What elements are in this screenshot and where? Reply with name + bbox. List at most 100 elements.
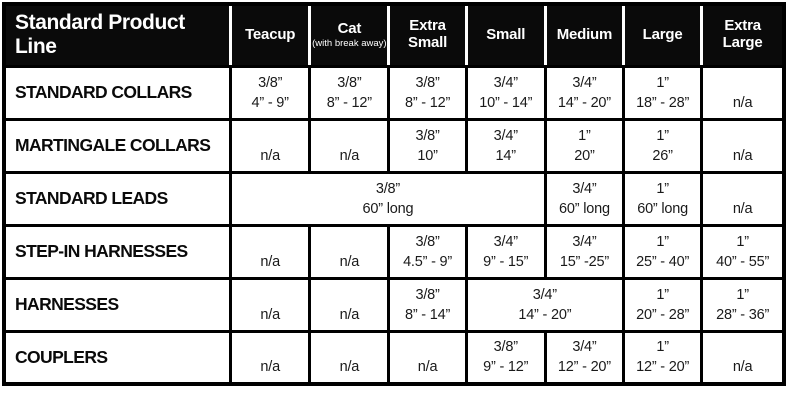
cell-size-range: 8” - 12” (404, 94, 451, 111)
cell-size-range: n/a (260, 306, 280, 323)
cell-size-range: 14” - 20” (518, 306, 572, 323)
cell-width: 3/8” (375, 180, 401, 197)
cell-width: 3/4” (572, 339, 597, 356)
cell-size-range: n/a (260, 147, 280, 164)
cell-standard-collars-large: 1” 18” - 28” (622, 64, 704, 121)
cell-harnesses-small-medium: 3/4” 14” - 20” (464, 276, 626, 333)
cell-size-range: 28” - 36” (716, 306, 770, 323)
cell-martingale-collars-extra-small: 3/8” 10” (387, 117, 468, 174)
cell-couplers-cat: n/a (308, 329, 391, 386)
cell-size-range: n/a (339, 253, 360, 270)
table-row-step-in-harnesses: STEP-IN HARNESSES n/a n/a 3/8” 4.5” - 9”… (2, 223, 786, 280)
cell-width: 3/4” (532, 286, 557, 303)
cell-width (313, 337, 386, 357)
cell-width: 1” (656, 127, 669, 144)
cell-size-range: 60” long (362, 200, 414, 217)
cell-step-in-harnesses-teacup: n/a (229, 223, 312, 280)
cell-size-range: 20” (574, 147, 595, 164)
cell-width: 1” (656, 74, 669, 91)
cell-width: 1” (656, 233, 669, 250)
cell-size-range: 60” long (637, 200, 689, 217)
table-row-martingale-collars: MARTINGALE COLLARS n/a n/a 3/8” 10” 3/4”… (2, 117, 786, 174)
cell-size-range: 12” - 20” (636, 359, 690, 376)
cell-standard-leads-extra-large: n/a (700, 170, 786, 227)
cell-harnesses-cat: n/a (308, 276, 391, 333)
cell-martingale-collars-medium: 1” 20” (543, 117, 626, 174)
cell-martingale-collars-small: 3/4” 14” (464, 117, 547, 174)
cell-width: 1” (656, 286, 669, 303)
header-row: Standard Product Line Teacup Cat (with b… (2, 2, 786, 68)
column-header-extra-large: Extra Large (700, 2, 786, 68)
cell-harnesses-extra-small: 3/8” 8” - 14” (387, 276, 468, 333)
column-header-label: Extra Small (408, 17, 448, 52)
cell-size-range: 10” - 14” (479, 94, 533, 111)
cell-size-range: 15” -25” (559, 253, 609, 270)
table-row-couplers: COUPLERS n/a n/a n/a 3/8” 9” - 12” 3/4” … (2, 329, 786, 386)
cell-couplers-small: 3/8” 9” - 12” (464, 329, 547, 386)
cell-standard-collars-extra-small: 3/8” 8” - 12” (387, 64, 468, 121)
cell-size-range: 25” - 40” (636, 253, 690, 270)
cell-width: 1” (736, 286, 749, 303)
cell-width: 3/8” (337, 74, 362, 91)
cell-width: 3/4” (572, 74, 597, 91)
cell-size-range: n/a (339, 359, 360, 376)
cell-width: 3/4” (572, 233, 597, 250)
cell-width (234, 337, 307, 357)
column-header-extra-small: Extra Small (387, 2, 468, 68)
cell-size-range: 4.5” - 9” (403, 253, 453, 270)
cell-martingale-collars-large: 1” 26” (622, 117, 704, 174)
cell-width: 3/8” (415, 286, 440, 303)
cell-size-range: n/a (260, 253, 280, 270)
row-label-martingale-collars: MARTINGALE COLLARS (2, 117, 233, 174)
cell-size-range: 4” - 9” (251, 94, 289, 111)
cell-size-range: 18” - 28” (636, 94, 690, 111)
cell-width (313, 232, 386, 252)
cell-width: 3/8” (493, 339, 518, 356)
cell-harnesses-extra-large: 1” 28” - 36” (700, 276, 786, 333)
cell-width: 1” (656, 180, 669, 197)
cell-standard-collars-small: 3/4” 10” - 14” (464, 64, 547, 121)
cell-width (313, 285, 386, 305)
cell-step-in-harnesses-large: 1” 25” - 40” (622, 223, 704, 280)
cell-size-range: 26” (652, 147, 673, 164)
cell-width (234, 232, 307, 252)
column-header-medium: Medium (543, 2, 626, 68)
table-row-harnesses: HARNESSES n/a n/a 3/8” 8” - 14” 3/4” 14”… (2, 276, 786, 333)
cell-width (392, 337, 463, 357)
column-header-label: Extra Large (722, 17, 763, 52)
row-label-step-in-harnesses: STEP-IN HARNESSES (2, 223, 233, 280)
cell-width (705, 73, 781, 93)
cell-size-range: n/a (417, 359, 438, 376)
cell-couplers-extra-small: n/a (387, 329, 468, 386)
cell-standard-collars-medium: 3/4” 14” - 20” (543, 64, 626, 121)
column-header-label: Cat (337, 20, 362, 38)
cell-couplers-extra-large: n/a (700, 329, 786, 386)
cell-standard-collars-extra-large: n/a (700, 64, 786, 121)
cell-size-range: 40” - 55” (716, 253, 770, 270)
cell-width: 3/4” (572, 180, 597, 197)
cell-size-range: n/a (339, 147, 360, 164)
cell-martingale-collars-cat: n/a (308, 117, 391, 174)
column-header-label: Medium (556, 25, 613, 43)
product-size-table: Standard Product Line Teacup Cat (with b… (2, 2, 786, 386)
cell-width (234, 126, 307, 146)
cell-size-range: n/a (260, 359, 280, 376)
cell-standard-leads-large: 1” 60” long (622, 170, 704, 227)
cell-width: 3/8” (258, 74, 283, 91)
cell-size-range: 14” - 20” (557, 94, 611, 111)
cell-standard-collars-teacup: 3/8” 4” - 9” (229, 64, 312, 121)
column-header-teacup: Teacup (229, 2, 312, 68)
cell-width: 3/8” (415, 127, 440, 144)
cell-size-range: 8” - 14” (404, 306, 451, 323)
cell-size-range: 12” - 20” (557, 359, 611, 376)
cell-couplers-medium: 3/4” 12” - 20” (543, 329, 626, 386)
column-header-large: Large (622, 2, 704, 68)
row-label-standard-collars: STANDARD COLLARS (2, 64, 233, 121)
row-label-standard-leads: STANDARD LEADS (2, 170, 233, 227)
cell-width (705, 337, 781, 357)
cell-size-range: 14” (495, 147, 517, 164)
column-header-label: Small (486, 25, 526, 43)
cell-size-range: 20” - 28” (636, 306, 690, 323)
cell-width: 3/4” (493, 127, 518, 144)
cell-width: 3/4” (493, 233, 518, 250)
